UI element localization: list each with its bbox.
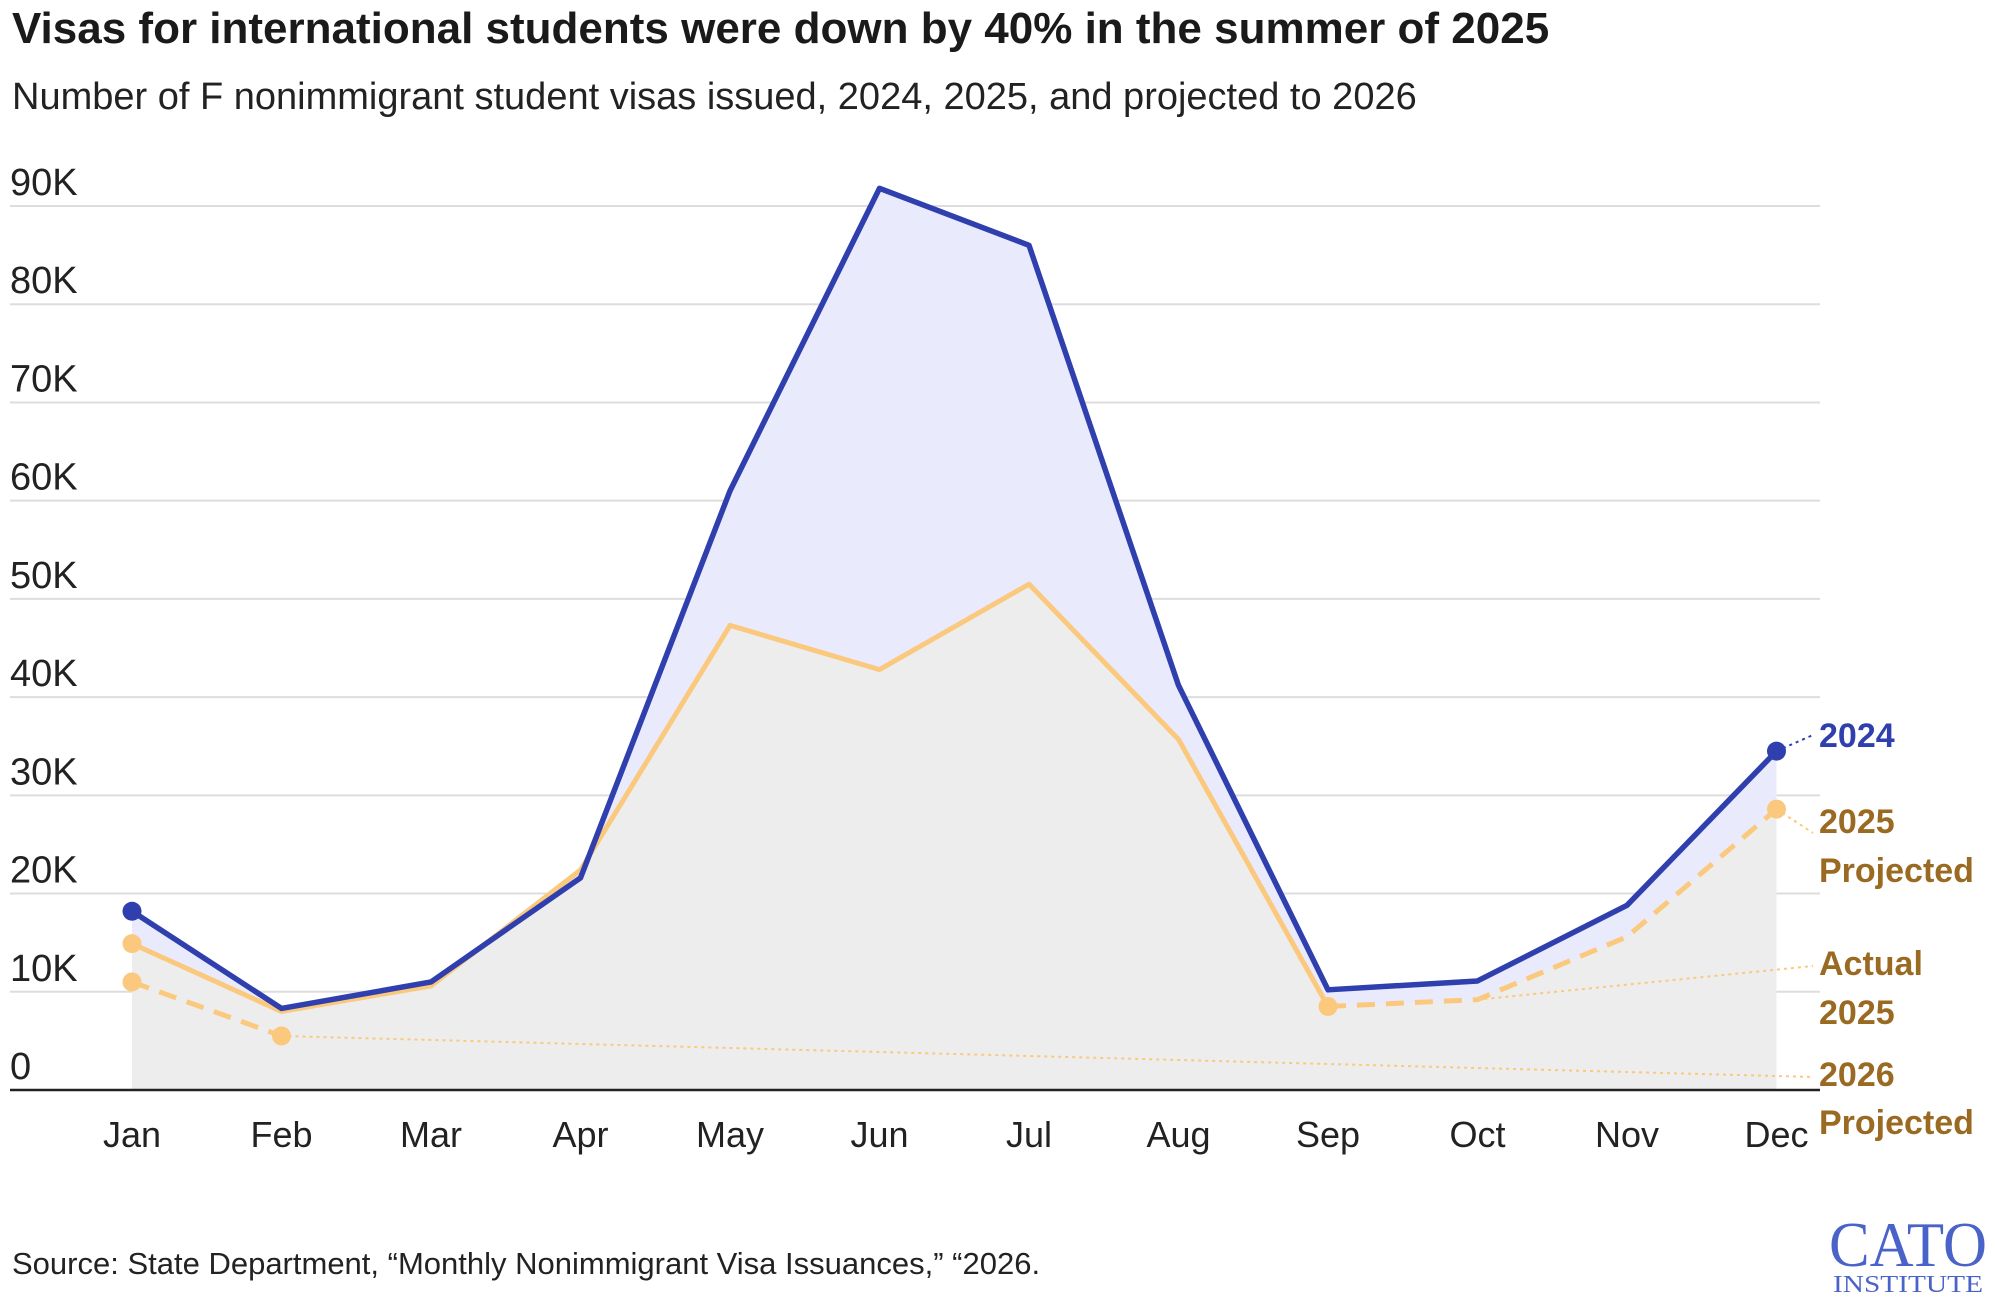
- line-chart: 0 10K 20K 30K 40K 50K 60K 70K 80K 90K Jan Feb Mar Ap…: [10, 162, 1974, 1155]
- line-2026-projected: [131, 979, 283, 1039]
- x-axis-labels: Jan Feb Mar Apr May Jun Jul Aug Sep Oct Nov Dec: [103, 1114, 1809, 1155]
- y-tick-label-70K: 70K: [10, 358, 78, 400]
- x-tick-label-mar: Mar: [400, 1114, 462, 1155]
- y-tick-label-80K: 80K: [10, 260, 78, 302]
- x-tick-label-jun: Jun: [850, 1114, 908, 1155]
- marker-actual-2025-jan: [122, 934, 142, 954]
- label-actual-2025-line1: Actual: [1819, 945, 1923, 983]
- x-tick-label-dec: Dec: [1744, 1114, 1808, 1155]
- chart-subtitle: Number of F nonimmigrant student visas i…: [12, 76, 1417, 118]
- label-2025-projected-line2: Projected: [1819, 852, 1974, 890]
- label-2026-projected-line2: Projected: [1819, 1104, 1974, 1142]
- y-axis-labels: 0 10K 20K 30K 40K 50K 60K 70K 80K 90K: [10, 162, 78, 1088]
- y-tick-label-30K: 30K: [10, 751, 78, 793]
- y-tick-label-20K: 20K: [10, 850, 78, 892]
- x-tick-label-nov: Nov: [1595, 1114, 1659, 1155]
- label-2026-projected-line1: 2026: [1819, 1056, 1895, 1094]
- y-tick-label-50K: 50K: [10, 555, 78, 597]
- marker-2026-projected-jan: [122, 972, 142, 992]
- series-lines: [129, 185, 1780, 1039]
- x-tick-label-aug: Aug: [1146, 1114, 1210, 1155]
- marker-2025-projected-dec: [1767, 799, 1786, 819]
- area-fills: [132, 188, 1777, 1090]
- x-tick-label-jul: Jul: [1006, 1114, 1052, 1155]
- series-markers: [122, 741, 1786, 1046]
- line-actual-2025: [129, 581, 1331, 1014]
- marker-2026-projected-feb: [272, 1026, 291, 1046]
- y-tick-label-10K: 10K: [10, 948, 78, 990]
- leader-2026-projected: [281, 1034, 1814, 1078]
- x-tick-label-may: May: [696, 1114, 764, 1155]
- marker-2025-sep: [1318, 997, 1338, 1017]
- line-2025-projected: [1327, 807, 1779, 1010]
- y-tick-label-60K: 60K: [10, 457, 78, 499]
- label-2024: 2024: [1819, 717, 1895, 755]
- cato-institute-logo: CATO INSTITUTE: [1829, 1209, 1987, 1298]
- series-labels: 2024 2025 Projected Actual 2025 2026 Pro…: [1819, 717, 1974, 1142]
- x-tick-label-jan: Jan: [103, 1114, 161, 1155]
- y-tick-label-90K: 90K: [10, 162, 78, 204]
- y-tick-label-0: 0: [10, 1046, 31, 1088]
- label-2025-projected-line1: 2025: [1819, 803, 1895, 841]
- x-tick-label-feb: Feb: [250, 1114, 312, 1155]
- x-tick-label-oct: Oct: [1449, 1114, 1505, 1155]
- leader-actual-2025: [1477, 965, 1814, 1001]
- source-note: Source: State Department, “Monthly Nonim…: [12, 1246, 1041, 1281]
- line-2024: [129, 185, 1780, 1012]
- logo-subtitle: INSTITUTE: [1833, 1272, 1983, 1298]
- chart-title: Visas for international students were do…: [12, 4, 1550, 53]
- marker-2024-dec: [1767, 741, 1786, 761]
- label-actual-2025-line2: 2025: [1819, 994, 1895, 1032]
- marker-2024-jan: [122, 901, 142, 921]
- area-fill-2025: [132, 584, 1777, 1090]
- x-tick-label-apr: Apr: [552, 1114, 608, 1155]
- x-tick-label-sep: Sep: [1296, 1114, 1360, 1155]
- logo-wordmark: CATO: [1829, 1209, 1987, 1280]
- y-tick-label-40K: 40K: [10, 653, 78, 695]
